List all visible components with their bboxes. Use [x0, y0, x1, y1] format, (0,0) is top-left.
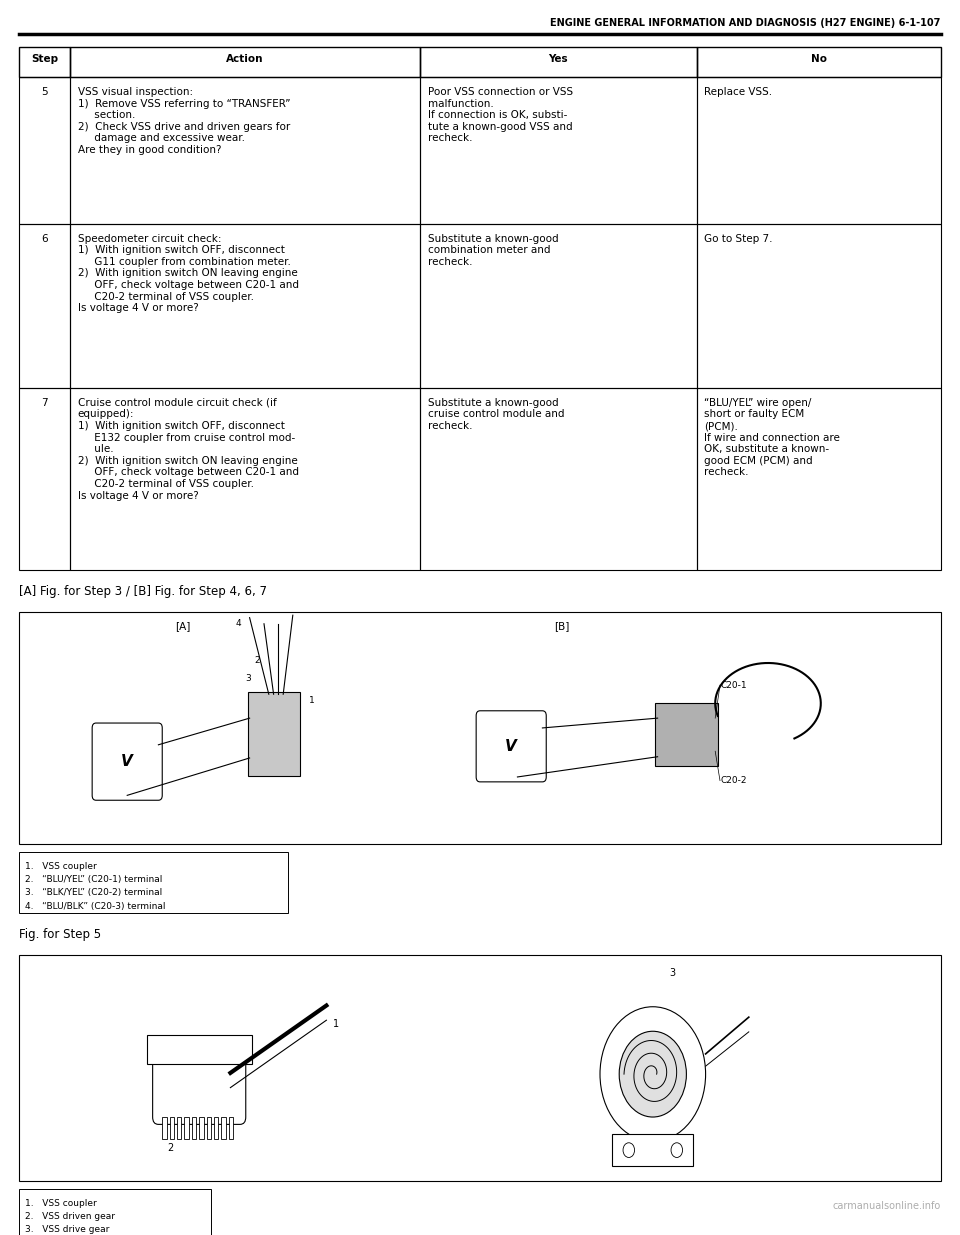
Text: 3.   “BLK/YEL” (C20-2) terminal: 3. “BLK/YEL” (C20-2) terminal [25, 888, 162, 898]
Text: Step: Step [31, 54, 59, 64]
Text: VSS visual inspection:
1)  Remove VSS referring to “TRANSFER”
     section.
2)  : VSS visual inspection: 1) Remove VSS ref… [78, 86, 290, 156]
Text: [A] Fig. for Step 3 / [B] Fig. for Step 4, 6, 7: [A] Fig. for Step 3 / [B] Fig. for Step … [19, 584, 267, 598]
Bar [19, 955, 941, 1182]
Text: 2: 2 [254, 656, 260, 664]
Text: Cruise control module circuit check (if
equipped):
1)  With ignition switch OFF,: Cruise control module circuit check (if … [78, 398, 299, 500]
Bar [420, 47, 697, 78]
FancyBboxPatch shape [476, 711, 546, 782]
Text: 3: 3 [245, 674, 251, 683]
Text: 3: 3 [669, 968, 675, 978]
Bar [70, 47, 420, 78]
Circle shape [623, 1142, 635, 1157]
Text: ENGINE GENERAL INFORMATION AND DIAGNOSIS (H27 ENGINE) 6-1-107: ENGINE GENERAL INFORMATION AND DIAGNOSIS… [550, 19, 941, 28]
Bar [177, 1116, 181, 1139]
FancyBboxPatch shape [655, 704, 718, 766]
Text: [A]: [A] [175, 621, 190, 631]
Text: 7: 7 [41, 398, 48, 408]
Circle shape [619, 1031, 686, 1116]
Text: 4.   “BLU/BLK” (C20-3) terminal: 4. “BLU/BLK” (C20-3) terminal [25, 902, 165, 911]
Bar [420, 388, 697, 569]
FancyBboxPatch shape [248, 692, 300, 777]
Text: 2: 2 [167, 1142, 174, 1152]
Text: Replace VSS.: Replace VSS. [705, 86, 773, 98]
FancyBboxPatch shape [92, 722, 162, 800]
Text: Go to Step 7.: Go to Step 7. [705, 233, 773, 243]
Bar [697, 224, 941, 388]
Text: carmanualsonline.info: carmanualsonline.info [832, 1200, 941, 1210]
Text: V: V [505, 739, 517, 753]
Text: Action: Action [227, 54, 264, 64]
Text: “BLU/YEL” wire open/
short or faulty ECM
(PCM).
If wire and connection are
OK, s: “BLU/YEL” wire open/ short or faulty ECM… [705, 398, 840, 478]
Bar [19, 388, 70, 569]
Text: 1.   VSS coupler: 1. VSS coupler [25, 862, 97, 871]
Bar [420, 78, 697, 224]
Bar [19, 224, 70, 388]
Text: No: No [810, 54, 827, 64]
Text: 6: 6 [41, 233, 48, 243]
Bar [200, 1116, 204, 1139]
FancyBboxPatch shape [612, 1134, 693, 1166]
Text: 5: 5 [41, 86, 48, 98]
Text: 2.   “BLU/YEL” (C20-1) terminal: 2. “BLU/YEL” (C20-1) terminal [25, 876, 162, 884]
Bar [70, 224, 420, 388]
Text: 1: 1 [333, 1019, 339, 1029]
Bar [206, 1116, 211, 1139]
Bar [19, 852, 288, 913]
Text: Speedometer circuit check:
1)  With ignition switch OFF, disconnect
     G11 cou: Speedometer circuit check: 1) With ignit… [78, 233, 299, 314]
Text: Yes: Yes [548, 54, 568, 64]
Bar [19, 1189, 211, 1235]
Bar [184, 1116, 189, 1139]
Bar [19, 78, 70, 224]
Bar [19, 611, 941, 845]
Circle shape [600, 1007, 706, 1141]
Bar [70, 388, 420, 569]
Text: 1: 1 [309, 697, 315, 705]
Text: V: V [121, 755, 133, 769]
Text: C20-1: C20-1 [720, 680, 747, 689]
Bar [192, 1116, 196, 1139]
Text: 1.   VSS coupler: 1. VSS coupler [25, 1198, 97, 1208]
Bar [70, 78, 420, 224]
Bar [214, 1116, 219, 1139]
Bar [228, 1116, 233, 1139]
Circle shape [671, 1142, 683, 1157]
Bar [19, 47, 70, 78]
Text: Poor VSS connection or VSS
malfunction.
If connection is OK, substi-
tute a know: Poor VSS connection or VSS malfunction. … [428, 86, 573, 143]
Text: C20-2: C20-2 [720, 776, 747, 785]
Text: Substitute a known-good
combination meter and
recheck.: Substitute a known-good combination mete… [428, 233, 559, 267]
Bar [222, 1116, 226, 1139]
Text: Fig. for Step 5: Fig. for Step 5 [19, 927, 102, 941]
Bar [697, 47, 941, 78]
Bar [420, 224, 697, 388]
Text: Substitute a known-good
cruise control module and
recheck.: Substitute a known-good cruise control m… [428, 398, 564, 431]
Text: 3.   VSS drive gear: 3. VSS drive gear [25, 1225, 109, 1235]
Bar [162, 1116, 167, 1139]
Text: 4: 4 [235, 619, 241, 629]
FancyBboxPatch shape [153, 1036, 246, 1124]
Text: 2.   VSS driven gear: 2. VSS driven gear [25, 1212, 115, 1221]
FancyBboxPatch shape [147, 1035, 252, 1065]
Bar [170, 1116, 174, 1139]
Bar [697, 388, 941, 569]
Bar [697, 78, 941, 224]
Text: [B]: [B] [554, 621, 569, 631]
